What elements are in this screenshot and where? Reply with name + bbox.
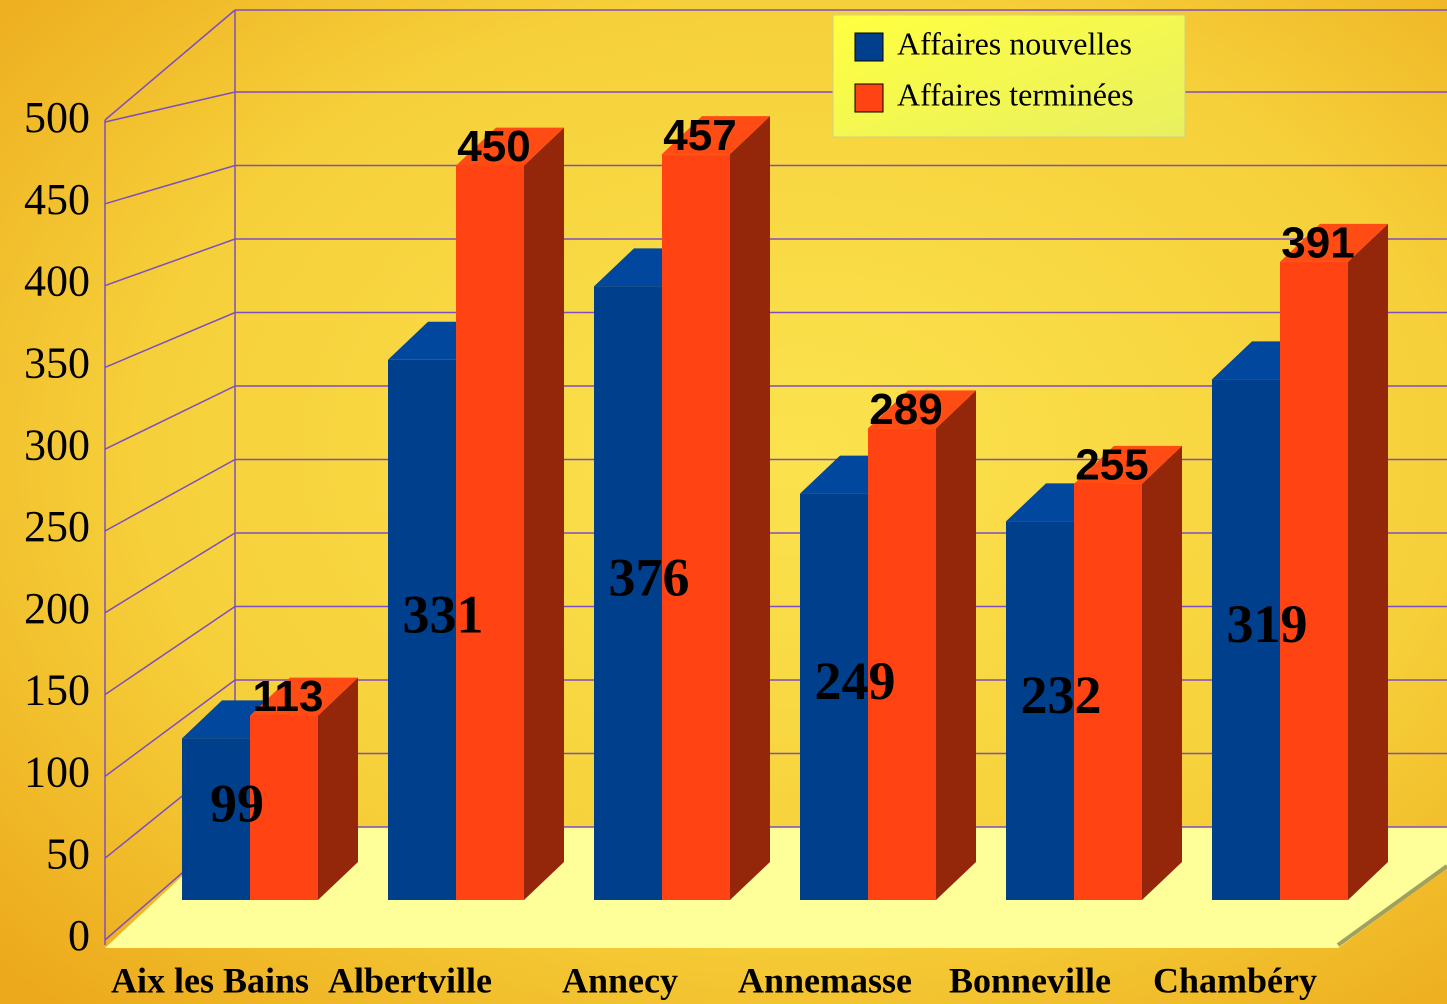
bar-3d	[1280, 223, 1388, 900]
data-label: 255	[1075, 440, 1148, 489]
bar-side	[1142, 445, 1182, 900]
y-tick-label: 0	[68, 911, 90, 960]
bar-side	[1348, 223, 1388, 900]
legend-label: Affaires nouvelles	[897, 25, 1132, 61]
bar	[250, 715, 318, 900]
bar	[388, 359, 456, 901]
bar-top	[662, 116, 770, 155]
data-label: 289	[869, 385, 942, 434]
bar	[1074, 483, 1142, 900]
y-tick-label: 150	[24, 666, 90, 715]
bar-3d	[250, 677, 358, 900]
y-tick-label: 350	[24, 338, 90, 387]
bar-top	[1074, 445, 1182, 484]
bar	[456, 165, 524, 901]
bar-3d	[662, 116, 770, 900]
y-tick-label: 450	[24, 175, 90, 224]
grid-line	[104, 311, 1447, 369]
side-wall-top	[104, 9, 236, 121]
x-tick-label: Annemasse	[738, 960, 912, 1000]
y-tick-label: 50	[46, 829, 90, 878]
bar	[800, 493, 868, 900]
x-tick-label: Bonneville	[949, 960, 1111, 1000]
bar-3d	[868, 390, 976, 900]
data-label: 457	[663, 111, 736, 160]
bar-side	[524, 127, 564, 901]
x-tick-label: Annecy	[562, 960, 678, 1000]
legend-swatch	[854, 83, 884, 113]
y-tick-label: 250	[24, 502, 90, 551]
data-label: 331	[403, 584, 484, 644]
data-label: 232	[1021, 665, 1102, 725]
bar-top	[250, 677, 358, 716]
bar	[182, 738, 250, 900]
y-tick-label: 400	[24, 257, 90, 306]
y-tick-label: 500	[24, 93, 90, 142]
bar-top	[868, 390, 976, 429]
legend-label: Affaires terminées	[897, 76, 1134, 112]
data-label: 391	[1281, 219, 1354, 268]
floor-edge	[1336, 864, 1447, 947]
data-label: 319	[1227, 594, 1308, 654]
bar-3d	[1074, 445, 1182, 900]
bar	[1006, 521, 1074, 900]
x-tick-label: Albertville	[328, 960, 492, 1000]
bar	[1280, 261, 1348, 900]
y-tick-label: 300	[24, 420, 90, 469]
bar-side	[936, 390, 976, 900]
bar-3d	[456, 127, 564, 901]
data-label: 376	[609, 548, 690, 608]
bar-top	[456, 127, 564, 166]
data-label: 249	[815, 651, 896, 711]
grid-line	[104, 238, 1447, 287]
bar	[594, 286, 662, 900]
data-label: 113	[253, 672, 324, 721]
grid-line	[104, 385, 1447, 450]
legend-swatch	[854, 32, 884, 62]
bar-top	[1280, 223, 1388, 262]
x-tick-label: Aix les Bains	[111, 960, 309, 1000]
bar-side	[730, 116, 770, 900]
bar	[662, 154, 730, 900]
y-tick-label: 100	[24, 747, 90, 796]
grid-line	[104, 164, 1447, 205]
bar	[1212, 379, 1280, 901]
grid-line	[104, 458, 1447, 532]
data-label: 99	[210, 774, 264, 834]
bar-side	[318, 677, 358, 900]
x-tick-label: Chambéry	[1153, 960, 1317, 1000]
legend-box	[832, 14, 1186, 138]
y-tick-label: 200	[24, 584, 90, 633]
bar	[868, 428, 936, 900]
data-label: 450	[457, 122, 530, 171]
